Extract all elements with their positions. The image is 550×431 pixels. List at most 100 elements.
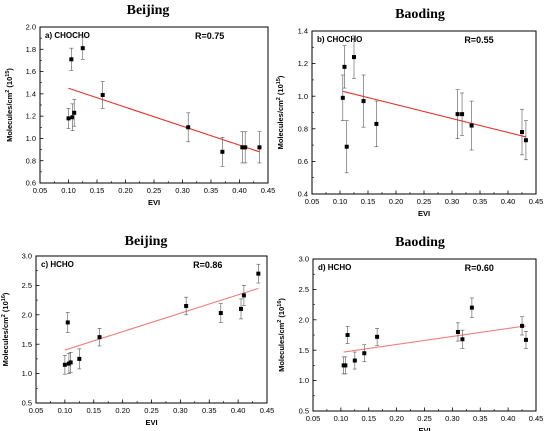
panel-3-ytick-label: 2.0 xyxy=(22,310,32,319)
panel-4-ylabel: Molecules/cm2 (1016) xyxy=(277,298,286,372)
panel-4-data-point xyxy=(469,305,474,310)
panel-1-data-point xyxy=(66,116,71,121)
panel-2-xlabel: EVI xyxy=(418,209,430,218)
panel-1-xtick-label: 0.05 xyxy=(33,186,48,195)
panel-1-r-value: R=0.75 xyxy=(195,31,224,41)
panel-3-ylabel-sup: 16 xyxy=(1,295,7,301)
panel-2-r-value: R=0.55 xyxy=(464,35,493,45)
panel-2-xtick-label: 0.20 xyxy=(389,197,404,206)
panel-4-ylabel-part: ) xyxy=(277,298,286,301)
panel-4-xtick-label: 0.10 xyxy=(334,414,349,423)
panel-3-data-point xyxy=(241,293,246,298)
panel-4-data-point xyxy=(375,334,380,339)
panel-1-data-point xyxy=(69,57,74,62)
panel-3-ylabel-sup: 2 xyxy=(1,314,7,317)
panel-1-xtick-label: 0.25 xyxy=(147,186,162,195)
panel-4-xtick-label: 0.20 xyxy=(389,414,404,423)
panel-1: Beijing 0.05 0.10 0.15 0.20 0.25 0.30 0.35 0.40 0… xyxy=(5,3,275,207)
panel-1-xtick-label: 0.35 xyxy=(204,186,219,195)
panel-3-title: Beijing xyxy=(125,234,168,249)
panel-1-ylabel-sup: 15 xyxy=(5,71,11,77)
panel-4-ytick-label: 1.0 xyxy=(299,376,309,385)
panel-3-xtick-label: 0.40 xyxy=(231,406,246,415)
panel-4-ytick-label: 3.0 xyxy=(299,255,309,264)
panel-2-ylabel-part: ) xyxy=(276,75,285,78)
panel-3-data-point xyxy=(68,360,73,365)
panel-1-xtick-label: 0.30 xyxy=(175,186,190,195)
panel-4-ylabel-sup: 2 xyxy=(277,320,283,323)
panel-2-ylabel-part: (10 xyxy=(276,84,285,97)
panel-1-data-point xyxy=(240,145,245,150)
panel-2-data-point xyxy=(344,144,349,149)
panel-3-xtick-label: 0.10 xyxy=(58,406,73,415)
panel-3-ylabel-part: Molecules/cm xyxy=(1,317,10,367)
panel-3-xtick-label: 0.05 xyxy=(29,406,44,415)
panel-3-ytick-label: 2.5 xyxy=(22,281,32,290)
panel-2-data-point xyxy=(352,55,356,60)
panel-3-data-point xyxy=(239,306,244,311)
panel-3-fit-line xyxy=(64,287,259,351)
panel-1-title: Beijing xyxy=(127,3,170,18)
panel-3-data-point xyxy=(97,335,102,340)
panel-2-xtick-label: 0.05 xyxy=(305,197,320,206)
panel-4-ytick-label: 2.5 xyxy=(299,285,309,294)
panel-4: Baoding 0.05 0.10 0.15 0.20 0.25 0.30 0.35 0.40 0… xyxy=(277,235,543,431)
panel-4-data-point xyxy=(460,337,465,342)
panel-2-ylabel: Molecules/cm2 (1015) xyxy=(276,75,285,149)
panel-2-ylabel-sup: 2 xyxy=(276,97,282,100)
panel-3-data-point xyxy=(77,356,82,361)
panel-2-data-point xyxy=(455,112,460,117)
panel-1-ylabel-part: ) xyxy=(5,68,14,71)
panel-4-xtick-label: 0.35 xyxy=(473,414,488,423)
panel-2-xtick-label: 0.45 xyxy=(529,197,544,206)
panel-2-ylabel-part: Molecules/cm xyxy=(276,100,285,150)
panel-1-ytick-label: 1.0 xyxy=(26,134,36,143)
panel-1-data-point xyxy=(80,46,85,51)
panel-1-ylabel-part: Molecules/cm xyxy=(5,92,14,142)
panel-4-data-point xyxy=(343,363,348,368)
panel-3-panel-label: c) HCHO xyxy=(41,260,74,269)
panel-1-data-point xyxy=(257,145,262,150)
panel-2-data-point xyxy=(361,99,366,104)
panel-3-ylabel-part: (10 xyxy=(1,301,10,314)
panel-2-xtick-label: 0.10 xyxy=(333,197,348,206)
panel-3-ytick-label: 1.5 xyxy=(22,340,32,349)
panel-2-xtick-label: 0.25 xyxy=(417,197,432,206)
panel-2-ytick-label: 1.0 xyxy=(298,92,308,101)
panel-4-ylabel-part: Molecules/cm xyxy=(277,322,286,372)
panel-4-xtick-label: 0.40 xyxy=(501,414,516,423)
panel-1-fit-line xyxy=(68,87,260,153)
panel-2-ytick-label: 0.4 xyxy=(298,190,308,199)
panel-4-ytick-label: 0.5 xyxy=(299,407,309,416)
panel-1-data-point xyxy=(100,92,105,97)
panel-3-xtick-label: 0.25 xyxy=(144,406,159,415)
panel-2-ytick-label: 1.4 xyxy=(298,27,308,36)
panel-1-ytick-label: 0.8 xyxy=(26,156,36,165)
panel-2-ytick-label: 0.8 xyxy=(298,124,308,133)
panel-4-ytick-label: 1.5 xyxy=(299,346,309,355)
panel-1-xtick-label: 0.10 xyxy=(61,186,76,195)
panel-2-ylabel-sup: 15 xyxy=(276,78,282,84)
panel-3-ytick-label: 1.0 xyxy=(22,369,32,378)
panel-4-ylabel-part: (10 xyxy=(277,307,286,320)
panel-1-ytick-label: 1.2 xyxy=(26,112,36,121)
panel-2-xtick-label: 0.30 xyxy=(445,197,460,206)
panel-3-xlabel: EVI xyxy=(145,418,157,427)
panel-1-ytick-label: 1.8 xyxy=(26,45,36,54)
panel-2-xtick-label: 0.40 xyxy=(501,197,516,206)
panel-2-ytick-label: 1.2 xyxy=(298,59,308,68)
panel-1-data-point xyxy=(220,149,225,154)
panel-1-data-point xyxy=(72,110,77,115)
panel-2: Baoding 0.05 0.10 0.15 0.20 0.25 0.30 0.35 0.40 0… xyxy=(276,7,543,218)
panel-1-ytick-label: 2.0 xyxy=(26,23,36,32)
panel-1-xtick-label: 0.45 xyxy=(261,186,276,195)
panel-2-fit-line xyxy=(342,90,527,138)
panel-1-ylabel-part: (10 xyxy=(5,77,14,90)
panel-2-data-point xyxy=(374,121,379,126)
panel-3-data-point xyxy=(65,320,70,325)
panel-3-data-point xyxy=(184,303,189,308)
panel-2-data-point xyxy=(469,123,474,128)
panel-1-data-point xyxy=(243,145,248,150)
panel-4-fit-line xyxy=(343,325,527,353)
panel-4-xtick-label: 0.45 xyxy=(529,414,544,423)
